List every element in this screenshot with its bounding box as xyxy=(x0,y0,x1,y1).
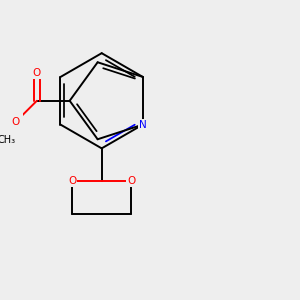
Text: O: O xyxy=(33,68,41,78)
Text: N: N xyxy=(139,120,147,130)
Text: O: O xyxy=(12,117,20,127)
Text: CH₃: CH₃ xyxy=(0,135,16,145)
Text: O: O xyxy=(68,176,76,186)
Text: O: O xyxy=(127,176,135,186)
